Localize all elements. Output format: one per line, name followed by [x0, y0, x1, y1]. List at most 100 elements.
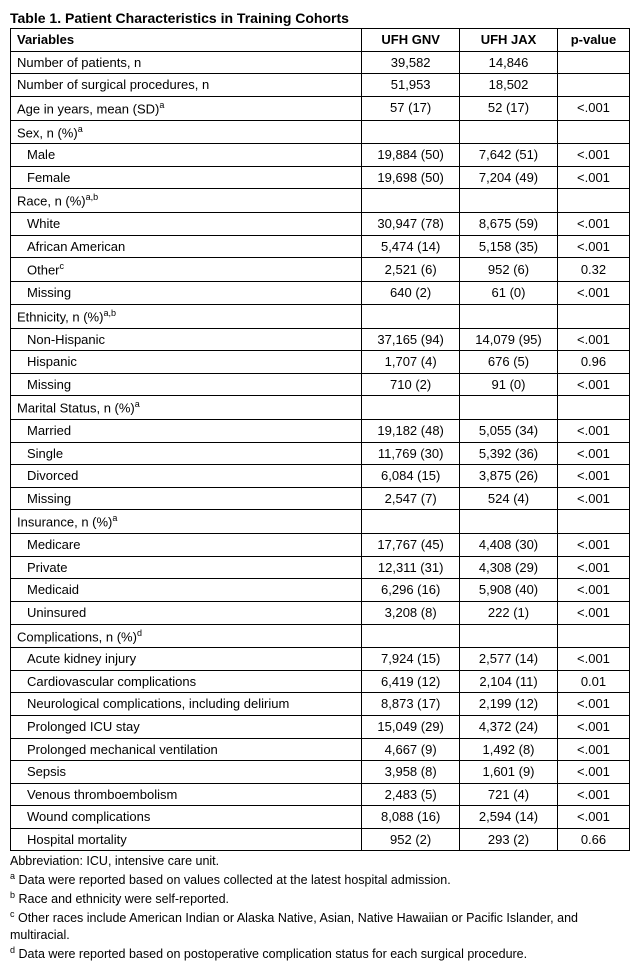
row-label: Number of patients, n: [11, 51, 362, 74]
cell-gnv: 5,474 (14): [362, 235, 460, 258]
cell-pvalue: <.001: [557, 648, 629, 671]
row-label: Wound complications: [11, 806, 362, 829]
cell-pvalue: <.001: [557, 373, 629, 396]
cell-gnv: 1,707 (4): [362, 351, 460, 374]
cell-jax: 7,204 (49): [460, 166, 558, 189]
cell-jax: 7,642 (51): [460, 144, 558, 167]
cell-pvalue: <.001: [557, 166, 629, 189]
cell-gnv: 6,084 (15): [362, 465, 460, 488]
cell-gnv: 4,667 (9): [362, 738, 460, 761]
cell-pvalue: <.001: [557, 442, 629, 465]
row-label: Divorced: [11, 465, 362, 488]
cell-pvalue: [557, 74, 629, 97]
table-row: Sepsis3,958 (8)1,601 (9)<.001: [11, 761, 630, 784]
row-label: Female: [11, 166, 362, 189]
cell-pvalue: [557, 396, 629, 420]
row-label: White: [11, 213, 362, 236]
table-row: Age in years, mean (SD)a57 (17)52 (17)<.…: [11, 96, 630, 120]
cell-gnv: 37,165 (94): [362, 328, 460, 351]
table-row: Venous thromboembolism2,483 (5)721 (4)<.…: [11, 783, 630, 806]
cell-jax: 14,079 (95): [460, 328, 558, 351]
table-row: Uninsured3,208 (8)222 (1)<.001: [11, 601, 630, 624]
cell-jax: 8,675 (59): [460, 213, 558, 236]
row-label: Missing: [11, 487, 362, 510]
row-label: Cardiovascular complications: [11, 670, 362, 693]
cell-pvalue: <.001: [557, 806, 629, 829]
cell-jax: 952 (6): [460, 258, 558, 282]
col-variables: Variables: [11, 29, 362, 52]
row-label: Prolonged ICU stay: [11, 716, 362, 739]
cell-pvalue: 0.32: [557, 258, 629, 282]
table-row: Male19,884 (50)7,642 (51)<.001: [11, 144, 630, 167]
cell-gnv: 8,873 (17): [362, 693, 460, 716]
row-label: Single: [11, 442, 362, 465]
cell-gnv: 17,767 (45): [362, 534, 460, 557]
cell-jax: 4,408 (30): [460, 534, 558, 557]
cell-jax: 721 (4): [460, 783, 558, 806]
cell-jax: 2,577 (14): [460, 648, 558, 671]
cell-pvalue: 0.01: [557, 670, 629, 693]
row-label: Sepsis: [11, 761, 362, 784]
row-label: Prolonged mechanical ventilation: [11, 738, 362, 761]
row-label: Venous thromboembolism: [11, 783, 362, 806]
cell-pvalue: [557, 120, 629, 144]
cell-pvalue: <.001: [557, 235, 629, 258]
row-label: Missing: [11, 373, 362, 396]
cell-gnv: [362, 120, 460, 144]
cell-gnv: 15,049 (29): [362, 716, 460, 739]
cell-jax: 52 (17): [460, 96, 558, 120]
cell-jax: 4,372 (24): [460, 716, 558, 739]
table-row: Hospital mortality952 (2)293 (2)0.66: [11, 828, 630, 851]
table-row: Number of patients, n39,58214,846: [11, 51, 630, 74]
footnote-c: c Other races include American Indian or…: [10, 908, 630, 944]
cell-jax: 4,308 (29): [460, 556, 558, 579]
table-title: Table 1. Patient Characteristics in Trai…: [10, 10, 630, 26]
row-label: Race, n (%)a,b: [11, 189, 362, 213]
row-label: Marital Status, n (%)a: [11, 396, 362, 420]
col-gnv: UFH GNV: [362, 29, 460, 52]
footnote-a: a Data were reported based on values col…: [10, 870, 630, 889]
cell-pvalue: <.001: [557, 534, 629, 557]
cell-jax: [460, 624, 558, 648]
cell-pvalue: <.001: [557, 716, 629, 739]
cell-pvalue: [557, 510, 629, 534]
table-row: Otherc2,521 (6)952 (6)0.32: [11, 258, 630, 282]
cell-jax: 5,158 (35): [460, 235, 558, 258]
row-label: Medicare: [11, 534, 362, 557]
cell-pvalue: <.001: [557, 579, 629, 602]
table-row: Hispanic1,707 (4)676 (5)0.96: [11, 351, 630, 374]
cell-gnv: 6,296 (16): [362, 579, 460, 602]
cell-gnv: [362, 396, 460, 420]
cell-jax: 5,392 (36): [460, 442, 558, 465]
cell-gnv: 952 (2): [362, 828, 460, 851]
cell-jax: [460, 396, 558, 420]
cell-jax: [460, 189, 558, 213]
cell-jax: 14,846: [460, 51, 558, 74]
cell-jax: 3,875 (26): [460, 465, 558, 488]
cell-pvalue: <.001: [557, 282, 629, 305]
cell-pvalue: <.001: [557, 761, 629, 784]
row-label: African American: [11, 235, 362, 258]
cell-jax: 18,502: [460, 74, 558, 97]
table-row: Acute kidney injury7,924 (15)2,577 (14)<…: [11, 648, 630, 671]
cell-pvalue: <.001: [557, 783, 629, 806]
cell-jax: 91 (0): [460, 373, 558, 396]
cell-jax: 222 (1): [460, 601, 558, 624]
table-row: Missing710 (2)91 (0)<.001: [11, 373, 630, 396]
table-row: Divorced6,084 (15)3,875 (26)<.001: [11, 465, 630, 488]
table-row: Marital Status, n (%)a: [11, 396, 630, 420]
cell-gnv: 2,521 (6): [362, 258, 460, 282]
cell-gnv: [362, 304, 460, 328]
cell-jax: 5,055 (34): [460, 420, 558, 443]
cell-pvalue: <.001: [557, 420, 629, 443]
table-row: Ethnicity, n (%)a,b: [11, 304, 630, 328]
cell-gnv: 2,483 (5): [362, 783, 460, 806]
cell-pvalue: [557, 624, 629, 648]
cell-gnv: 11,769 (30): [362, 442, 460, 465]
table-row: White30,947 (78)8,675 (59)<.001: [11, 213, 630, 236]
row-label: Medicaid: [11, 579, 362, 602]
row-label: Ethnicity, n (%)a,b: [11, 304, 362, 328]
cell-gnv: [362, 624, 460, 648]
cell-pvalue: <.001: [557, 144, 629, 167]
row-label: Insurance, n (%)a: [11, 510, 362, 534]
